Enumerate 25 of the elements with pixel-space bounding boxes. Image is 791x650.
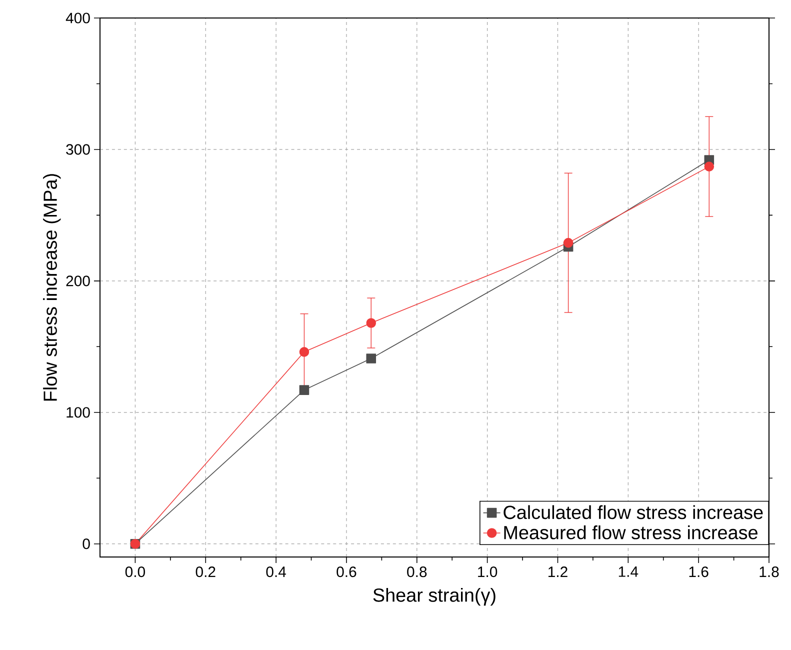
x-tick-label: 1.4 xyxy=(618,566,638,577)
point xyxy=(366,354,376,364)
y-tick-label: 200 xyxy=(66,276,90,286)
point xyxy=(704,162,714,172)
y-tick-label: 0 xyxy=(82,538,90,550)
x-tick-label: 1.6 xyxy=(689,566,708,578)
y-tick-label: 300 xyxy=(66,144,90,155)
x-tick-label: 0.0 xyxy=(125,566,146,578)
legend-label: Measured flow stress increase xyxy=(504,525,758,540)
x-tick-label: 1.8 xyxy=(760,566,779,578)
x-tick-label: 0.4 xyxy=(266,566,286,578)
point xyxy=(366,318,376,328)
x-tick-label: 1.2 xyxy=(548,566,568,577)
x-tick-label: 0.8 xyxy=(407,566,427,578)
x-tick-label: 1.0 xyxy=(478,566,498,578)
x-axis-title: Shear strain(γ) xyxy=(373,588,496,606)
legend-label: Calculated flow stress increase xyxy=(504,505,763,520)
point xyxy=(299,385,310,395)
y-tick-label: 100 xyxy=(66,407,90,418)
x-tick-label: 0.6 xyxy=(336,566,356,578)
point xyxy=(563,238,574,248)
point xyxy=(299,347,310,357)
x-tick-label: 0.2 xyxy=(196,566,216,578)
y-axis-title: Flow stress increase (MPa) xyxy=(43,174,61,401)
y-tick-label: 400 xyxy=(66,12,90,24)
